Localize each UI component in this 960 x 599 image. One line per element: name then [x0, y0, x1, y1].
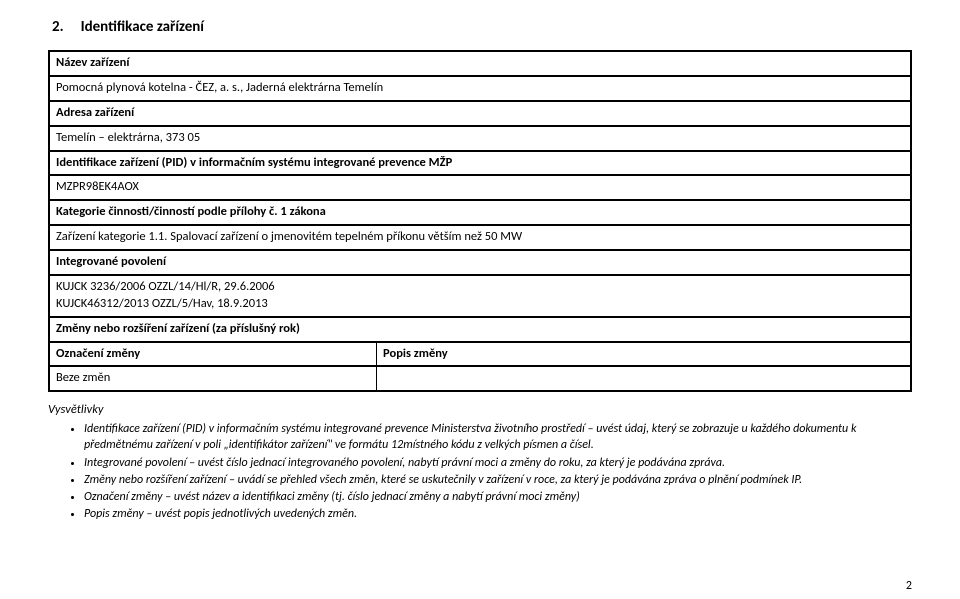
value-name: Pomocná plynová kotelna - ČEZ, a. s., Ja… [49, 76, 911, 101]
list-item: Označení změny – uvést název a identifik… [84, 489, 912, 505]
list-item: Integrované povolení – uvést číslo jedna… [84, 455, 912, 471]
permit-line1: KUJCK 3236/2006 OZZL/14/Hl/R, 29.6.2006 [56, 279, 275, 294]
page-number: 2 [906, 579, 912, 593]
notes-list: Identifikace zařízení (PID) v informační… [48, 421, 912, 522]
label-pid: Identifikace zařízení (PID) v informační… [49, 151, 911, 176]
value-pid: MZPR98EK4AOX [49, 175, 911, 200]
notes-heading: Vysvětlivky [48, 402, 912, 417]
list-item: Změny nebo rozšíření zařízení – uvádí se… [84, 472, 912, 488]
label-change-col1: Označení změny [49, 342, 377, 367]
label-permit: Integrované povolení [49, 250, 911, 275]
value-permit: KUJCK 3236/2006 OZZL/14/Hl/R, 29.6.2006 … [49, 275, 911, 317]
list-item: Popis změny – uvést popis jednotlivých u… [84, 506, 912, 522]
list-item: Identifikace zařízení (PID) v informační… [84, 421, 912, 453]
value-change-col2 [377, 366, 911, 391]
label-name: Název zařízení [49, 51, 911, 76]
label-changes: Změny nebo rozšíření zařízení (za příslu… [49, 317, 911, 342]
value-address: Temelín – elektrárna, 373 05 [49, 126, 911, 151]
section-title-text: Identifikace zařízení [81, 18, 204, 36]
label-change-col2: Popis změny [377, 342, 911, 367]
label-category: Kategorie činnosti/činností podle příloh… [49, 200, 911, 225]
value-change-col1: Beze změn [49, 366, 377, 391]
value-category: Zařízení kategorie 1.1. Spalovací zaříze… [49, 225, 911, 250]
section-heading: 2. Identifikace zařízení [48, 18, 912, 36]
label-address: Adresa zařízení [49, 101, 911, 126]
identification-table: Název zařízení Pomocná plynová kotelna -… [48, 50, 912, 392]
permit-line2: KUJCK46312/2013 OZZL/5/Hav, 18.9.2013 [56, 296, 268, 311]
section-number: 2. [52, 18, 64, 36]
